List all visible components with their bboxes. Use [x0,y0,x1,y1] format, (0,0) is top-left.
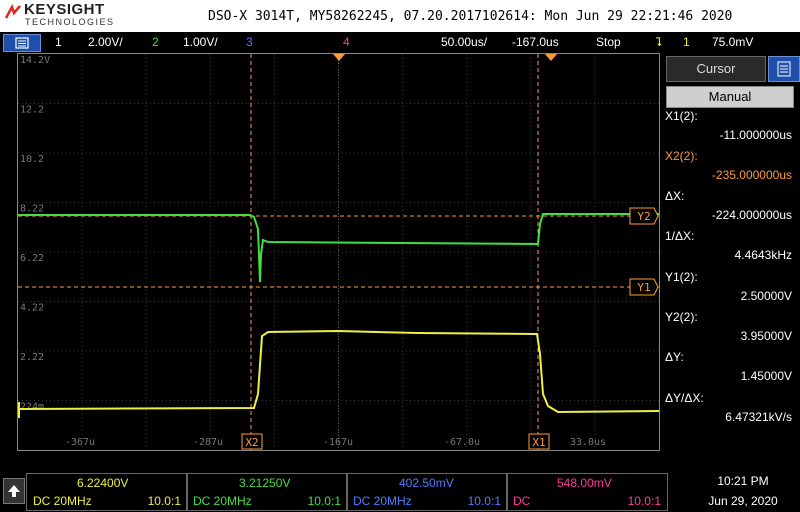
trigger-level[interactable]: 75.0mV [712,35,754,49]
keysight-logo-icon [4,4,21,19]
cursor-tab[interactable]: Cursor [666,56,766,82]
dydx-label: ΔY/ΔX: [665,391,704,405]
ch4-number[interactable]: 4 [343,35,350,49]
cursor-y1-label: Y1 [637,281,650,294]
main-menu-button[interactable] [3,34,41,52]
y-axis-label: 2.22 [20,352,44,363]
y1-label: Y1(2): [665,270,698,284]
y1-value[interactable]: 2.50000V [740,289,792,303]
menu-icon [15,37,29,49]
cursor-y2-label: Y2 [637,210,650,223]
inv-dx-value: 4.4643kHz [734,248,792,262]
channel-4-box[interactable]: 548.00mV DC 10.0:1 [506,473,668,511]
ch2-number[interactable]: 2 [152,35,159,49]
x1-top-marker-icon[interactable] [545,54,557,61]
dydx-value: 6.47321kV/s [725,410,792,424]
ground-marker[interactable]: 1 [17,402,20,418]
x1-value[interactable]: -11.000000us [719,128,792,142]
y-axis-label: 8.22 [20,204,44,215]
y-axis-labels: 14.2V 12.2 10.2 8.22 6.22 4.22 2.22 224m [20,55,50,413]
ch1-number[interactable]: 1 [55,35,62,49]
brand-subtitle: TECHNOLOGIES [25,17,115,27]
channel-2-trace [18,213,659,283]
ch3-number[interactable]: 3 [246,35,253,49]
ch1-scale[interactable]: 2.00V/ [88,35,123,49]
cursor-mode-button[interactable]: Manual [666,86,794,108]
timebase-delay[interactable]: -167.0us [512,35,559,49]
y-axis-label: 14.2V [20,55,50,66]
brand-name: KEYSIGHT [24,1,105,18]
ch3-probe: 10.0:1 [467,494,501,508]
clock: 10:21 PM Jun 29, 2020 [688,474,798,508]
y-axis-label: 10.2 [20,154,44,165]
run-state[interactable]: Stop [596,35,621,49]
cursor-y2-tag[interactable]: Y2 [629,207,659,225]
ch3-coupling: DC 20MHz [353,494,412,508]
cursor-x1-label: X1 [532,436,545,449]
arrow-up-icon [8,485,20,497]
ch1-value: 6.22400V [77,476,129,490]
y-axis-label: 4.22 [20,303,44,314]
panel-list-icon[interactable] [768,56,800,82]
channel-1-box[interactable]: 6.22400V DC 20MHz 10.0:1 [26,473,188,511]
timebase-scale[interactable]: 50.00us/ [441,35,488,49]
channel-settings-bar: 1 2.00V/ 2 1.00V/ 3 4 50.00us/ -167.0us … [0,32,800,52]
ch4-probe: 10.0:1 [627,494,661,508]
dx-value: -224.000000us [711,208,792,222]
title-bar: KEYSIGHT TECHNOLOGIES DSO-X 3014T, MY582… [0,0,800,32]
cursor-panel [660,53,800,449]
graticule [18,54,659,450]
dx-label: ΔX: [665,189,685,203]
x-axis-label: -167u [323,437,353,448]
x-axis-label: -67.0u [444,437,480,448]
ch2-probe: 10.0:1 [307,494,341,508]
channel-2-box[interactable]: 3.21250V DC 20MHz 10.0:1 [186,473,348,511]
clock-time: 10:21 PM [717,474,769,488]
y-axis-label: 12.2 [20,105,44,116]
ch2-scale[interactable]: 1.00V/ [183,35,218,49]
ground-marker-label: 1 [17,406,18,417]
y2-label: Y2(2): [665,310,698,324]
instrument-title: DSO-X 3014T, MY58262245, 07.20.201710261… [208,9,733,24]
cursor-x2-label: X2 [245,436,258,449]
y2-value[interactable]: 3.95000V [740,329,792,343]
ch2-value: 3.21250V [239,476,291,490]
dy-label: ΔY: [665,350,684,364]
ch4-coupling: DC [513,494,531,508]
x-axis-labels: -367u -287u -167u -67.0u 33.0us [65,437,606,448]
clock-date: Jun 29, 2020 [708,494,778,508]
trigger-edge-icon: ⮧ [655,35,663,49]
ch2-coupling: DC 20MHz [193,494,252,508]
home-button[interactable] [3,478,25,504]
y-axis-label: 224m [20,402,44,413]
dy-value: 1.45000V [740,369,792,383]
trigger-time-marker-icon[interactable] [333,54,345,61]
x-axis-label: 33.0us [570,437,606,448]
ch1-coupling: DC 20MHz [33,494,92,508]
ch3-value: 402.50mV [399,476,454,490]
cursor-x2-tag[interactable]: X2 [241,433,263,450]
ch4-value: 548.00mV [557,476,612,490]
cursor-x1-tag[interactable]: X1 [528,433,550,450]
x2-value[interactable]: -235.000000us [711,168,792,182]
channel-1-trace [18,329,659,414]
x1-label: X1(2): [665,109,698,123]
ch1-probe: 10.0:1 [147,494,181,508]
cursor-y1-tag[interactable]: Y1 [629,278,659,296]
y-axis-label: 6.22 [20,253,44,264]
x-axis-label: -367u [65,437,95,448]
x2-label: X2(2): [665,149,698,163]
x-axis-label: -287u [193,437,223,448]
channel-3-box[interactable]: 402.50mV DC 20MHz 10.0:1 [346,473,508,511]
trigger-source[interactable]: 1 [683,35,690,49]
inv-dx-label: 1/ΔX: [665,229,695,243]
